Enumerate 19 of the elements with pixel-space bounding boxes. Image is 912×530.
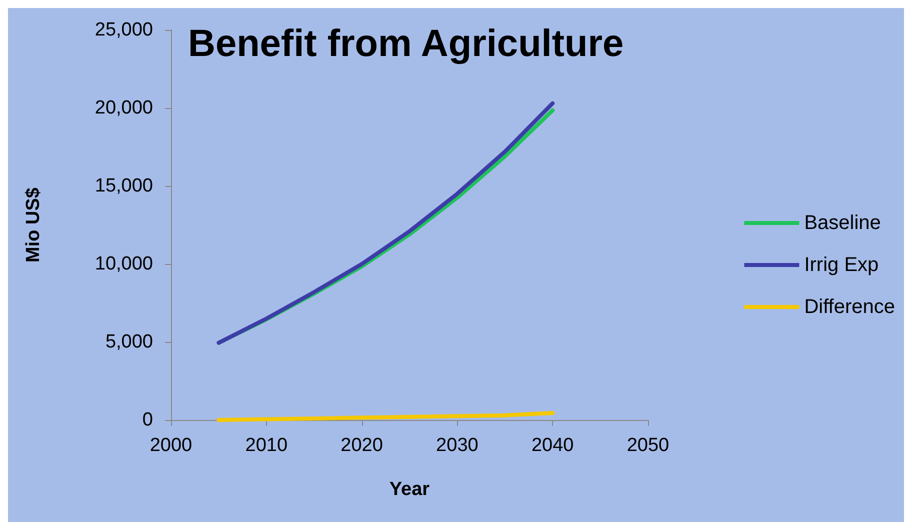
x-tick-label: 2000 (150, 435, 192, 456)
legend-label: Baseline (804, 212, 881, 234)
legend-label: Difference (804, 296, 896, 318)
x-tick-label: 2010 (245, 435, 288, 456)
y-tick-label: 10,000 (94, 254, 153, 274)
x-axis-title: Year (389, 479, 430, 500)
line-series (216, 410, 555, 422)
x-tick-label: 2050 (626, 435, 670, 456)
y-tick-label: 25,000 (94, 20, 153, 40)
y-tick-label: 5,000 (105, 332, 153, 352)
y-tick-label: 20,000 (94, 98, 153, 118)
chart-title: Benefit from Agriculture (188, 23, 624, 65)
x-tick-label: 2040 (531, 435, 574, 456)
legend-label: Irrig Exp (804, 254, 879, 276)
x-tick-label: 2020 (340, 435, 383, 456)
y-tick-label: 0 (142, 410, 153, 430)
y-axis-title: Mio US$ (23, 187, 44, 262)
y-tick-label: 15,000 (94, 176, 153, 196)
x-tick-label: 2030 (436, 435, 478, 456)
